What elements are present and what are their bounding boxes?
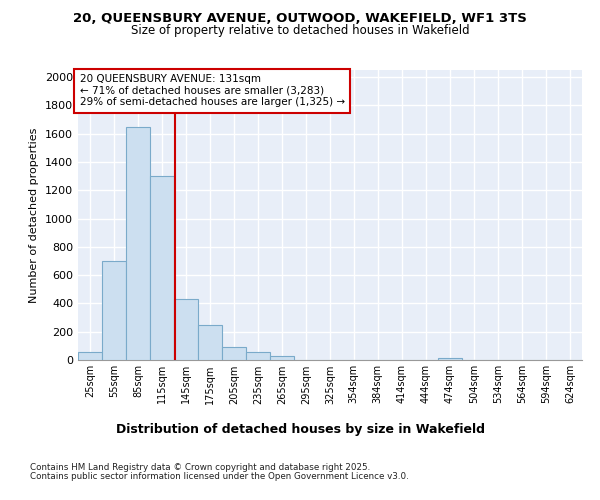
Text: 20, QUEENSBURY AVENUE, OUTWOOD, WAKEFIELD, WF1 3TS: 20, QUEENSBURY AVENUE, OUTWOOD, WAKEFIEL…	[73, 12, 527, 26]
Bar	[198, 324, 222, 360]
Bar	[246, 352, 271, 360]
Bar	[222, 348, 246, 360]
Bar	[102, 261, 126, 360]
Bar	[78, 352, 102, 360]
Bar	[174, 299, 198, 360]
Y-axis label: Number of detached properties: Number of detached properties	[29, 128, 40, 302]
Bar	[271, 356, 295, 360]
Text: Contains HM Land Registry data © Crown copyright and database right 2025.: Contains HM Land Registry data © Crown c…	[30, 464, 370, 472]
Bar	[150, 176, 174, 360]
Bar	[126, 126, 150, 360]
Text: 20 QUEENSBURY AVENUE: 131sqm
← 71% of detached houses are smaller (3,283)
29% of: 20 QUEENSBURY AVENUE: 131sqm ← 71% of de…	[80, 74, 345, 108]
Text: Contains public sector information licensed under the Open Government Licence v3: Contains public sector information licen…	[30, 472, 409, 481]
Text: Distribution of detached houses by size in Wakefield: Distribution of detached houses by size …	[115, 422, 485, 436]
Text: Size of property relative to detached houses in Wakefield: Size of property relative to detached ho…	[131, 24, 469, 37]
Bar	[438, 358, 462, 360]
